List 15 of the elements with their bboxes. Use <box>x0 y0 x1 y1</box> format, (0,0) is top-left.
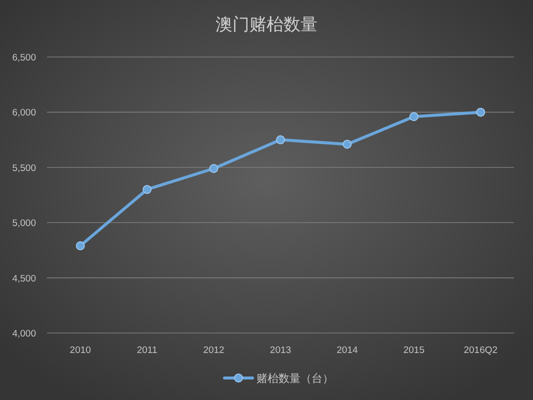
ytick-label: 6,000 <box>12 108 36 119</box>
xtick-label: 2014 <box>336 345 358 356</box>
ytick-label: 5,500 <box>12 162 36 174</box>
xtick-label: 2013 <box>270 345 292 356</box>
ytick-label: 5,000 <box>12 218 36 230</box>
ytick-label: 4,000 <box>12 328 36 340</box>
xtick-label: 2011 <box>136 345 158 356</box>
xtick-label: 2016Q2 <box>464 345 498 356</box>
legend-label: 赌枱数量（台） <box>256 373 334 385</box>
ytick-label: 6,500 <box>12 52 36 64</box>
xtick-label: 2010 <box>70 345 91 356</box>
title: 澳门赌枱数量 <box>216 15 318 34</box>
ytick-label: 4,500 <box>12 273 36 284</box>
xtick-label: 2015 <box>403 345 424 356</box>
xtick-label: 2012 <box>203 345 224 356</box>
